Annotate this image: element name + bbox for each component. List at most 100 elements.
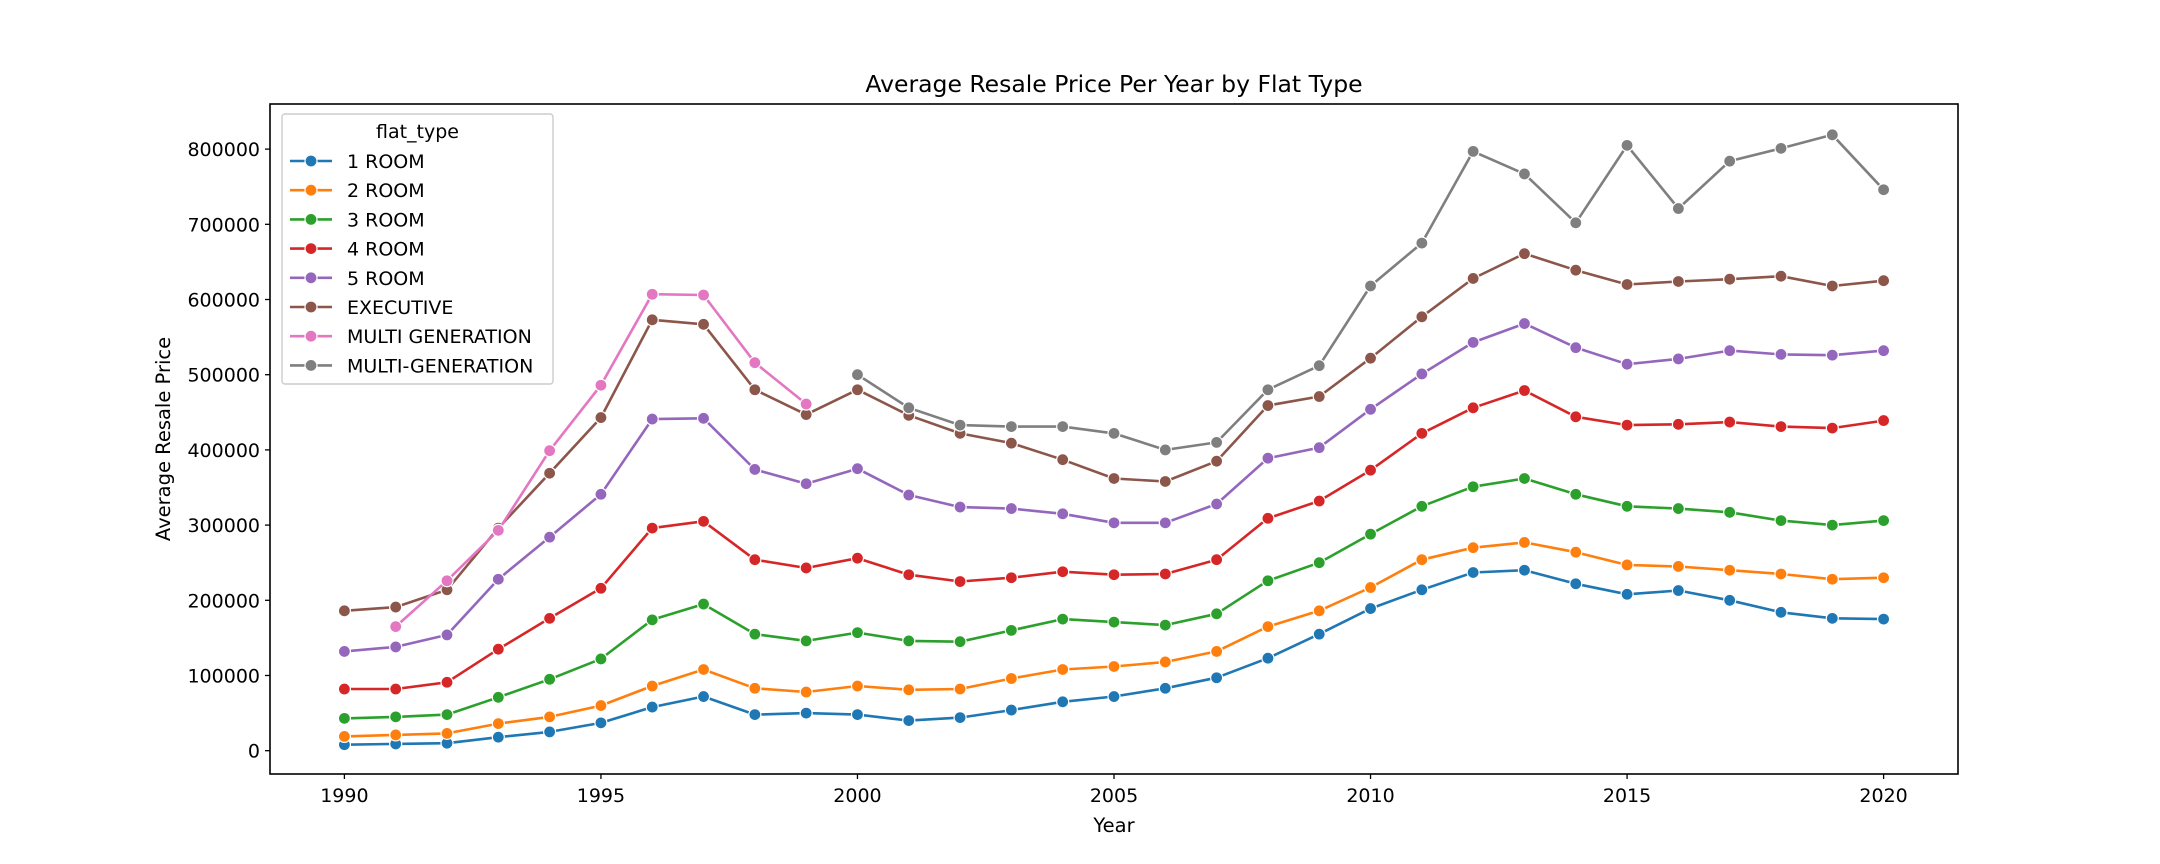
data-point (1056, 662, 1070, 677)
legend-item-3-room: 3 ROOM (290, 209, 425, 231)
data-point (1004, 703, 1018, 717)
data-point (850, 707, 865, 722)
data-point (1620, 277, 1634, 292)
data-point (594, 410, 608, 425)
x-tick-label: 2020 (1859, 785, 1907, 807)
legend-item-1-room: 1 ROOM (290, 151, 425, 173)
data-point (645, 613, 659, 627)
data-point (389, 728, 403, 742)
data-point (543, 672, 557, 686)
data-point (1312, 389, 1326, 404)
data-point (337, 604, 351, 618)
data-point (1056, 695, 1070, 709)
series-4-room (337, 383, 1891, 696)
data-point (491, 730, 505, 744)
data-point (1210, 497, 1224, 511)
data-point (1774, 605, 1788, 619)
data-point (1620, 558, 1634, 572)
x-axis-label: Year (1092, 814, 1135, 837)
data-point (850, 368, 865, 382)
data-point (1056, 565, 1070, 579)
data-point (902, 683, 916, 697)
x-tick-label: 2010 (1346, 785, 1394, 807)
data-point (1466, 565, 1480, 580)
data-point (645, 412, 659, 426)
data-point (1825, 421, 1839, 435)
legend-label: 3 ROOM (347, 209, 425, 231)
data-point (1312, 359, 1326, 373)
data-point (491, 572, 505, 586)
data-point (1466, 480, 1480, 494)
data-point (1261, 620, 1275, 634)
data-point (1569, 487, 1583, 501)
data-point (696, 514, 711, 528)
legend-item-multi-generation: MULTI-GENERATION (290, 355, 533, 377)
data-point (1877, 183, 1891, 197)
data-point (696, 411, 711, 425)
data-point (1056, 612, 1070, 626)
data-point (1210, 607, 1224, 621)
series-multi-generation (389, 287, 813, 634)
data-point (1466, 144, 1480, 158)
legend-swatch-marker (304, 183, 318, 197)
data-point (1774, 419, 1788, 434)
data-point (850, 462, 865, 476)
data-point (1415, 236, 1429, 250)
data-point (1056, 453, 1070, 467)
data-point (902, 634, 916, 648)
data-point (645, 313, 659, 327)
data-point (389, 600, 403, 614)
x-tick-label: 1995 (577, 785, 625, 807)
data-point (1671, 559, 1685, 574)
data-point (1877, 612, 1891, 626)
data-point (1774, 513, 1788, 528)
data-point (389, 682, 403, 696)
data-point (1723, 415, 1737, 429)
data-point (1312, 494, 1326, 508)
legend-swatch-marker (304, 242, 318, 256)
data-point (953, 418, 967, 432)
data-point (953, 635, 967, 649)
data-point (748, 707, 762, 722)
data-point (1774, 141, 1788, 155)
data-point (1620, 138, 1634, 152)
data-point (1261, 651, 1275, 665)
data-point (748, 627, 762, 641)
data-point (594, 652, 608, 666)
series-2-room (337, 535, 1891, 744)
data-point (953, 574, 967, 589)
data-point (1825, 128, 1839, 142)
y-axis: 0 100000 200000 300000 400000 500000 600000 700… (187, 139, 270, 763)
data-point (543, 444, 557, 458)
data-point (1825, 572, 1839, 586)
data-point (1723, 344, 1737, 358)
data-point (645, 679, 659, 693)
data-point (1825, 518, 1839, 532)
legend-box (281, 113, 554, 385)
data-point (1363, 527, 1378, 541)
data-point (696, 288, 711, 302)
data-point (1723, 563, 1737, 577)
legend-item-multi-generation: MULTI GENERATION (290, 326, 532, 348)
data-point (1107, 689, 1121, 704)
legend-label: 1 ROOM (347, 151, 425, 173)
data-point (1723, 593, 1737, 607)
x-axis: 1990 1995 2000 2005 2010 2015 2020 (320, 774, 1908, 807)
data-point (1158, 516, 1172, 530)
data-point (799, 397, 813, 411)
data-point (1877, 571, 1891, 585)
data-point (1569, 577, 1583, 591)
data-point (1107, 516, 1121, 530)
data-point (953, 500, 967, 514)
data-point (748, 356, 762, 370)
data-point (337, 711, 351, 725)
data-point (1107, 615, 1121, 629)
data-point (543, 725, 557, 739)
y-tick-label: 800000 (187, 139, 260, 161)
data-point (1261, 574, 1275, 588)
data-point (1312, 441, 1326, 455)
data-point (1517, 316, 1532, 331)
data-point (645, 700, 659, 714)
data-point (748, 681, 762, 695)
legend-title: flat_type (376, 121, 459, 143)
